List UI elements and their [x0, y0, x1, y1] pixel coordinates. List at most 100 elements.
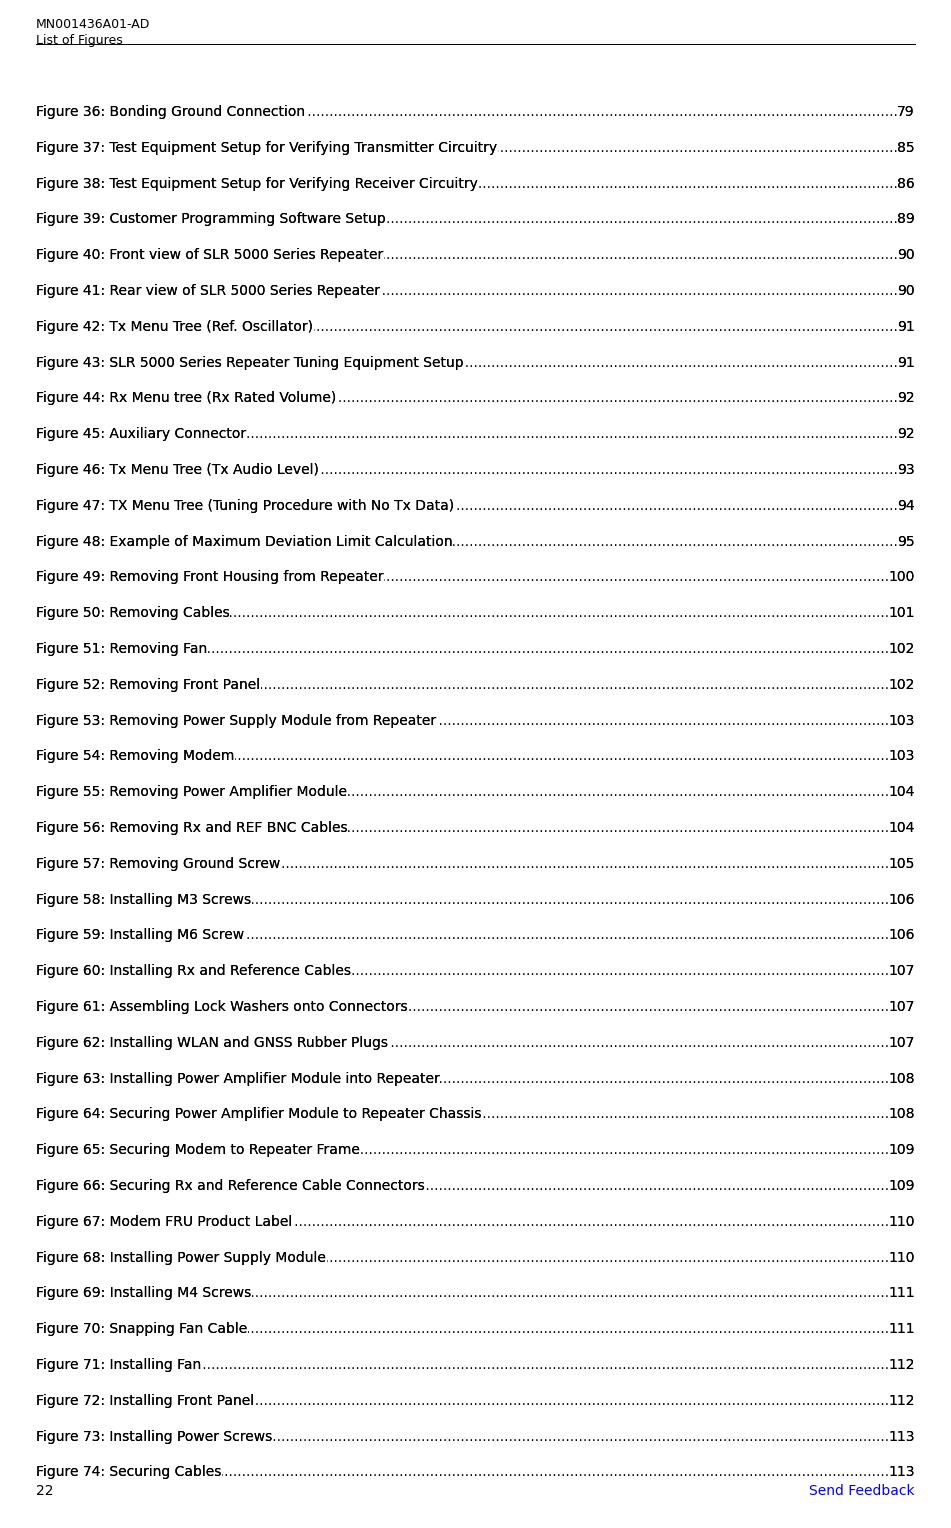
Text: 112: 112 — [888, 1358, 915, 1372]
Text: 79: 79 — [898, 105, 915, 119]
Text: 108: 108 — [888, 1108, 915, 1122]
Text: Figure 57: Removing Ground Screw: Figure 57: Removing Ground Screw — [36, 857, 281, 871]
Text: 104: 104 — [888, 785, 915, 799]
Text: 112: 112 — [888, 1394, 915, 1407]
Text: 110: 110 — [888, 1250, 915, 1265]
Text: Figure 55: Removing Power Amplifier Module: Figure 55: Removing Power Amplifier Modu… — [36, 785, 347, 799]
Text: 111: 111 — [888, 1322, 915, 1335]
Text: Figure 38: Test Equipment Setup for Verifying Receiver Circuitry: Figure 38: Test Equipment Setup for Veri… — [36, 177, 477, 191]
Text: 86: 86 — [897, 177, 915, 191]
Text: 110: 110 — [888, 1250, 915, 1265]
Text: Figure 61: Assembling Lock Washers onto Connectors: Figure 61: Assembling Lock Washers onto … — [36, 999, 408, 1015]
Text: Figure 59: Installing M6 Screw: Figure 59: Installing M6 Screw — [36, 929, 244, 943]
Text: Figure 58: Installing M3 Screws: Figure 58: Installing M3 Screws — [36, 892, 251, 906]
Text: Figure 60: Installing Rx and Reference Cables: Figure 60: Installing Rx and Reference C… — [36, 964, 351, 978]
Text: 113: 113 — [888, 1465, 915, 1479]
Text: ................................................................................: ........................................… — [36, 642, 911, 656]
Text: 107: 107 — [888, 999, 915, 1015]
Text: 89: 89 — [897, 212, 915, 226]
Text: 104: 104 — [888, 785, 915, 799]
Text: 89: 89 — [897, 212, 915, 226]
Text: Figure 69: Installing M4 Screws: Figure 69: Installing M4 Screws — [36, 1287, 251, 1300]
Text: 103: 103 — [888, 714, 915, 727]
Text: 110: 110 — [888, 1215, 915, 1229]
Text: Figure 74: Securing Cables: Figure 74: Securing Cables — [36, 1465, 222, 1479]
Text: Figure 36: Bonding Ground Connection: Figure 36: Bonding Ground Connection — [36, 105, 305, 119]
Text: ................................................................................: ........................................… — [36, 785, 911, 799]
Text: 105: 105 — [888, 857, 915, 871]
Text: ................................................................................: ........................................… — [36, 1143, 911, 1157]
Text: Figure 73: Installing Power Screws: Figure 73: Installing Power Screws — [36, 1430, 272, 1444]
Text: Figure 50: Removing Cables: Figure 50: Removing Cables — [36, 607, 230, 620]
Text: Figure 66: Securing Rx and Reference Cable Connectors: Figure 66: Securing Rx and Reference Cab… — [36, 1180, 425, 1193]
Text: 107: 107 — [888, 964, 915, 978]
Text: Figure 71: Installing Fan: Figure 71: Installing Fan — [36, 1358, 202, 1372]
Text: Figure 43: SLR 5000 Series Repeater Tuning Equipment Setup: Figure 43: SLR 5000 Series Repeater Tuni… — [36, 356, 464, 370]
Text: 102: 102 — [888, 678, 915, 692]
Text: Figure 64: Securing Power Amplifier Module to Repeater Chassis: Figure 64: Securing Power Amplifier Modu… — [36, 1108, 481, 1122]
Text: Figure 51: Removing Fan: Figure 51: Removing Fan — [36, 642, 207, 656]
Text: 100: 100 — [888, 570, 915, 584]
Text: 109: 109 — [888, 1180, 915, 1193]
Text: Figure 40: Front view of SLR 5000 Series Repeater: Figure 40: Front view of SLR 5000 Series… — [36, 248, 383, 263]
Text: Figure 67: Modem FRU Product Label: Figure 67: Modem FRU Product Label — [36, 1215, 292, 1229]
Text: 22: 22 — [36, 1484, 53, 1497]
Text: Figure 39: Customer Programming Software Setup: Figure 39: Customer Programming Software… — [36, 212, 386, 226]
Text: 108: 108 — [888, 1108, 915, 1122]
Text: ................................................................................: ........................................… — [36, 1108, 911, 1122]
Text: Figure 64: Securing Power Amplifier Module to Repeater Chassis: Figure 64: Securing Power Amplifier Modu… — [36, 1108, 481, 1122]
Text: 108: 108 — [888, 1071, 915, 1085]
Text: 91: 91 — [897, 356, 915, 370]
Text: Figure 38: Test Equipment Setup for Verifying Receiver Circuitry: Figure 38: Test Equipment Setup for Veri… — [36, 177, 477, 191]
Text: 94: 94 — [898, 498, 915, 513]
Text: 103: 103 — [888, 749, 915, 764]
Text: ................................................................................: ........................................… — [36, 929, 911, 943]
Text: Figure 52: Removing Front Panel: Figure 52: Removing Front Panel — [36, 678, 261, 692]
Text: 91: 91 — [897, 356, 915, 370]
Text: ................................................................................: ........................................… — [36, 391, 911, 405]
Text: ................................................................................: ........................................… — [36, 892, 911, 906]
Text: Figure 61: Assembling Lock Washers onto Connectors: Figure 61: Assembling Lock Washers onto … — [36, 999, 408, 1015]
Text: Figure 44: Rx Menu tree (Rx Rated Volume): Figure 44: Rx Menu tree (Rx Rated Volume… — [36, 391, 337, 405]
Text: Figure 56: Removing Rx and REF BNC Cables: Figure 56: Removing Rx and REF BNC Cable… — [36, 821, 348, 834]
Text: ................................................................................: ........................................… — [36, 607, 911, 620]
Text: ................................................................................: ........................................… — [36, 177, 911, 191]
Text: 92: 92 — [898, 391, 915, 405]
Text: 101: 101 — [888, 607, 915, 620]
Text: Figure 68: Installing Power Supply Module: Figure 68: Installing Power Supply Modul… — [36, 1250, 326, 1265]
Text: 95: 95 — [898, 535, 915, 549]
Text: Figure 56: Removing Rx and REF BNC Cables: Figure 56: Removing Rx and REF BNC Cable… — [36, 821, 348, 834]
Text: Figure 55: Removing Power Amplifier Module: Figure 55: Removing Power Amplifier Modu… — [36, 785, 347, 799]
Text: 112: 112 — [888, 1358, 915, 1372]
Text: 113: 113 — [888, 1465, 915, 1479]
Text: 113: 113 — [888, 1430, 915, 1444]
Text: Figure 41: Rear view of SLR 5000 Series Repeater: Figure 41: Rear view of SLR 5000 Series … — [36, 284, 380, 298]
Text: 86: 86 — [897, 177, 915, 191]
Text: ................................................................................: ........................................… — [36, 749, 911, 764]
Text: 103: 103 — [888, 714, 915, 727]
Text: Figure 54: Removing Modem: Figure 54: Removing Modem — [36, 749, 234, 764]
Text: ................................................................................: ........................................… — [36, 999, 911, 1015]
Text: ................................................................................: ........................................… — [36, 1071, 911, 1085]
Text: ................................................................................: ........................................… — [36, 1180, 911, 1193]
Text: List of Figures: List of Figures — [36, 34, 123, 47]
Text: Figure 39: Customer Programming Software Setup: Figure 39: Customer Programming Software… — [36, 212, 386, 226]
Text: ................................................................................: ........................................… — [36, 319, 911, 333]
Text: 111: 111 — [888, 1287, 915, 1300]
Text: 95: 95 — [898, 535, 915, 549]
Text: 94: 94 — [898, 498, 915, 513]
Text: 91: 91 — [897, 319, 915, 333]
Text: Figure 65: Securing Modem to Repeater Frame: Figure 65: Securing Modem to Repeater Fr… — [36, 1143, 359, 1157]
Text: ................................................................................: ........................................… — [36, 463, 911, 477]
Text: 92: 92 — [898, 428, 915, 442]
Text: Figure 65: Securing Modem to Repeater Frame: Figure 65: Securing Modem to Repeater Fr… — [36, 1143, 359, 1157]
Text: Figure 40: Front view of SLR 5000 Series Repeater: Figure 40: Front view of SLR 5000 Series… — [36, 248, 383, 263]
Text: 104: 104 — [888, 821, 915, 834]
Text: 103: 103 — [888, 749, 915, 764]
Text: ................................................................................: ........................................… — [36, 1322, 911, 1335]
Text: ................................................................................: ........................................… — [36, 428, 911, 442]
Text: ................................................................................: ........................................… — [36, 1358, 911, 1372]
Text: Figure 48: Example of Maximum Deviation Limit Calculation: Figure 48: Example of Maximum Deviation … — [36, 535, 453, 549]
Text: Figure 48: Example of Maximum Deviation Limit Calculation: Figure 48: Example of Maximum Deviation … — [36, 535, 453, 549]
Text: Figure 70: Snapping Fan Cable: Figure 70: Snapping Fan Cable — [36, 1322, 247, 1335]
